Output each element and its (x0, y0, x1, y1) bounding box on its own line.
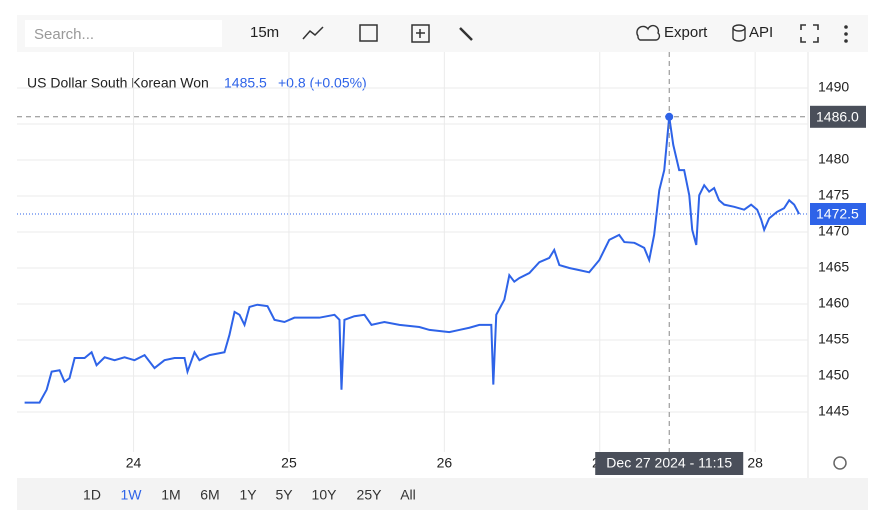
x-tick-label: 24 (126, 455, 142, 471)
last-price-label: 1472.5 (816, 206, 859, 222)
crosshair-y-box (810, 105, 866, 128)
range-button[interactable]: 6M (200, 487, 219, 503)
search-box[interactable] (25, 20, 222, 47)
menu-dot (844, 32, 848, 36)
export-icon[interactable] (636, 24, 661, 41)
range-button[interactable]: 5Y (275, 487, 293, 503)
crosshair-y-label: 1486.0 (816, 109, 859, 125)
crosshair-x-label: Dec 27 2024 - 11:15 (606, 455, 732, 471)
range-button[interactable]: 10Y (312, 487, 338, 503)
y-tick-label: 1470 (818, 223, 849, 239)
range-button[interactable]: 1W (121, 487, 143, 503)
fullscreen-icon[interactable] (800, 24, 819, 43)
change: +0.8 (+0.05%) (278, 75, 367, 91)
export[interactable]: Export (664, 24, 708, 41)
search-placeholder: Search... (34, 26, 94, 43)
series-name: US Dollar South Korean Won (27, 75, 209, 91)
y-tick-label: 1475 (818, 187, 849, 203)
calendar-icon[interactable] (359, 24, 378, 42)
gear-icon[interactable] (833, 456, 847, 470)
api[interactable]: API (749, 24, 773, 41)
range-button[interactable]: 1Y (239, 487, 257, 503)
range-bar (17, 478, 868, 510)
y-tick-label: 1450 (818, 367, 849, 383)
y-tick-label: 1445 (818, 403, 849, 419)
settings-icon[interactable] (459, 27, 473, 41)
range-button[interactable]: 1D (83, 487, 101, 503)
crosshair-point (665, 112, 674, 121)
crosshair-x-box (595, 452, 744, 475)
chart-type-icon[interactable] (302, 26, 324, 40)
add-icon[interactable] (411, 24, 430, 43)
y-tick-label: 1480 (818, 151, 849, 167)
interval[interactable]: 15m (250, 24, 279, 41)
x-tick-label: 28 (747, 455, 763, 471)
range-button[interactable]: 1M (161, 487, 180, 503)
price-line (24, 116, 801, 404)
y-tick-label: 1465 (818, 259, 849, 275)
y-tick-label: 1455 (818, 331, 849, 347)
menu-icon[interactable] (844, 25, 848, 29)
frame (17, 15, 868, 510)
menu-dot (844, 39, 848, 43)
y-tick-label: 1460 (818, 295, 849, 311)
price: 1485.5 (224, 75, 267, 91)
range-button[interactable]: 25Y (357, 487, 383, 503)
api-icon-body (732, 28, 746, 42)
range-button[interactable]: All (400, 487, 416, 503)
x-tick-label: 26 (437, 455, 453, 471)
last-price-box (810, 203, 866, 225)
add-icon-plus (416, 29, 425, 38)
x-tick-label: 25 (281, 455, 297, 471)
y-tick-label: 1490 (818, 79, 849, 95)
